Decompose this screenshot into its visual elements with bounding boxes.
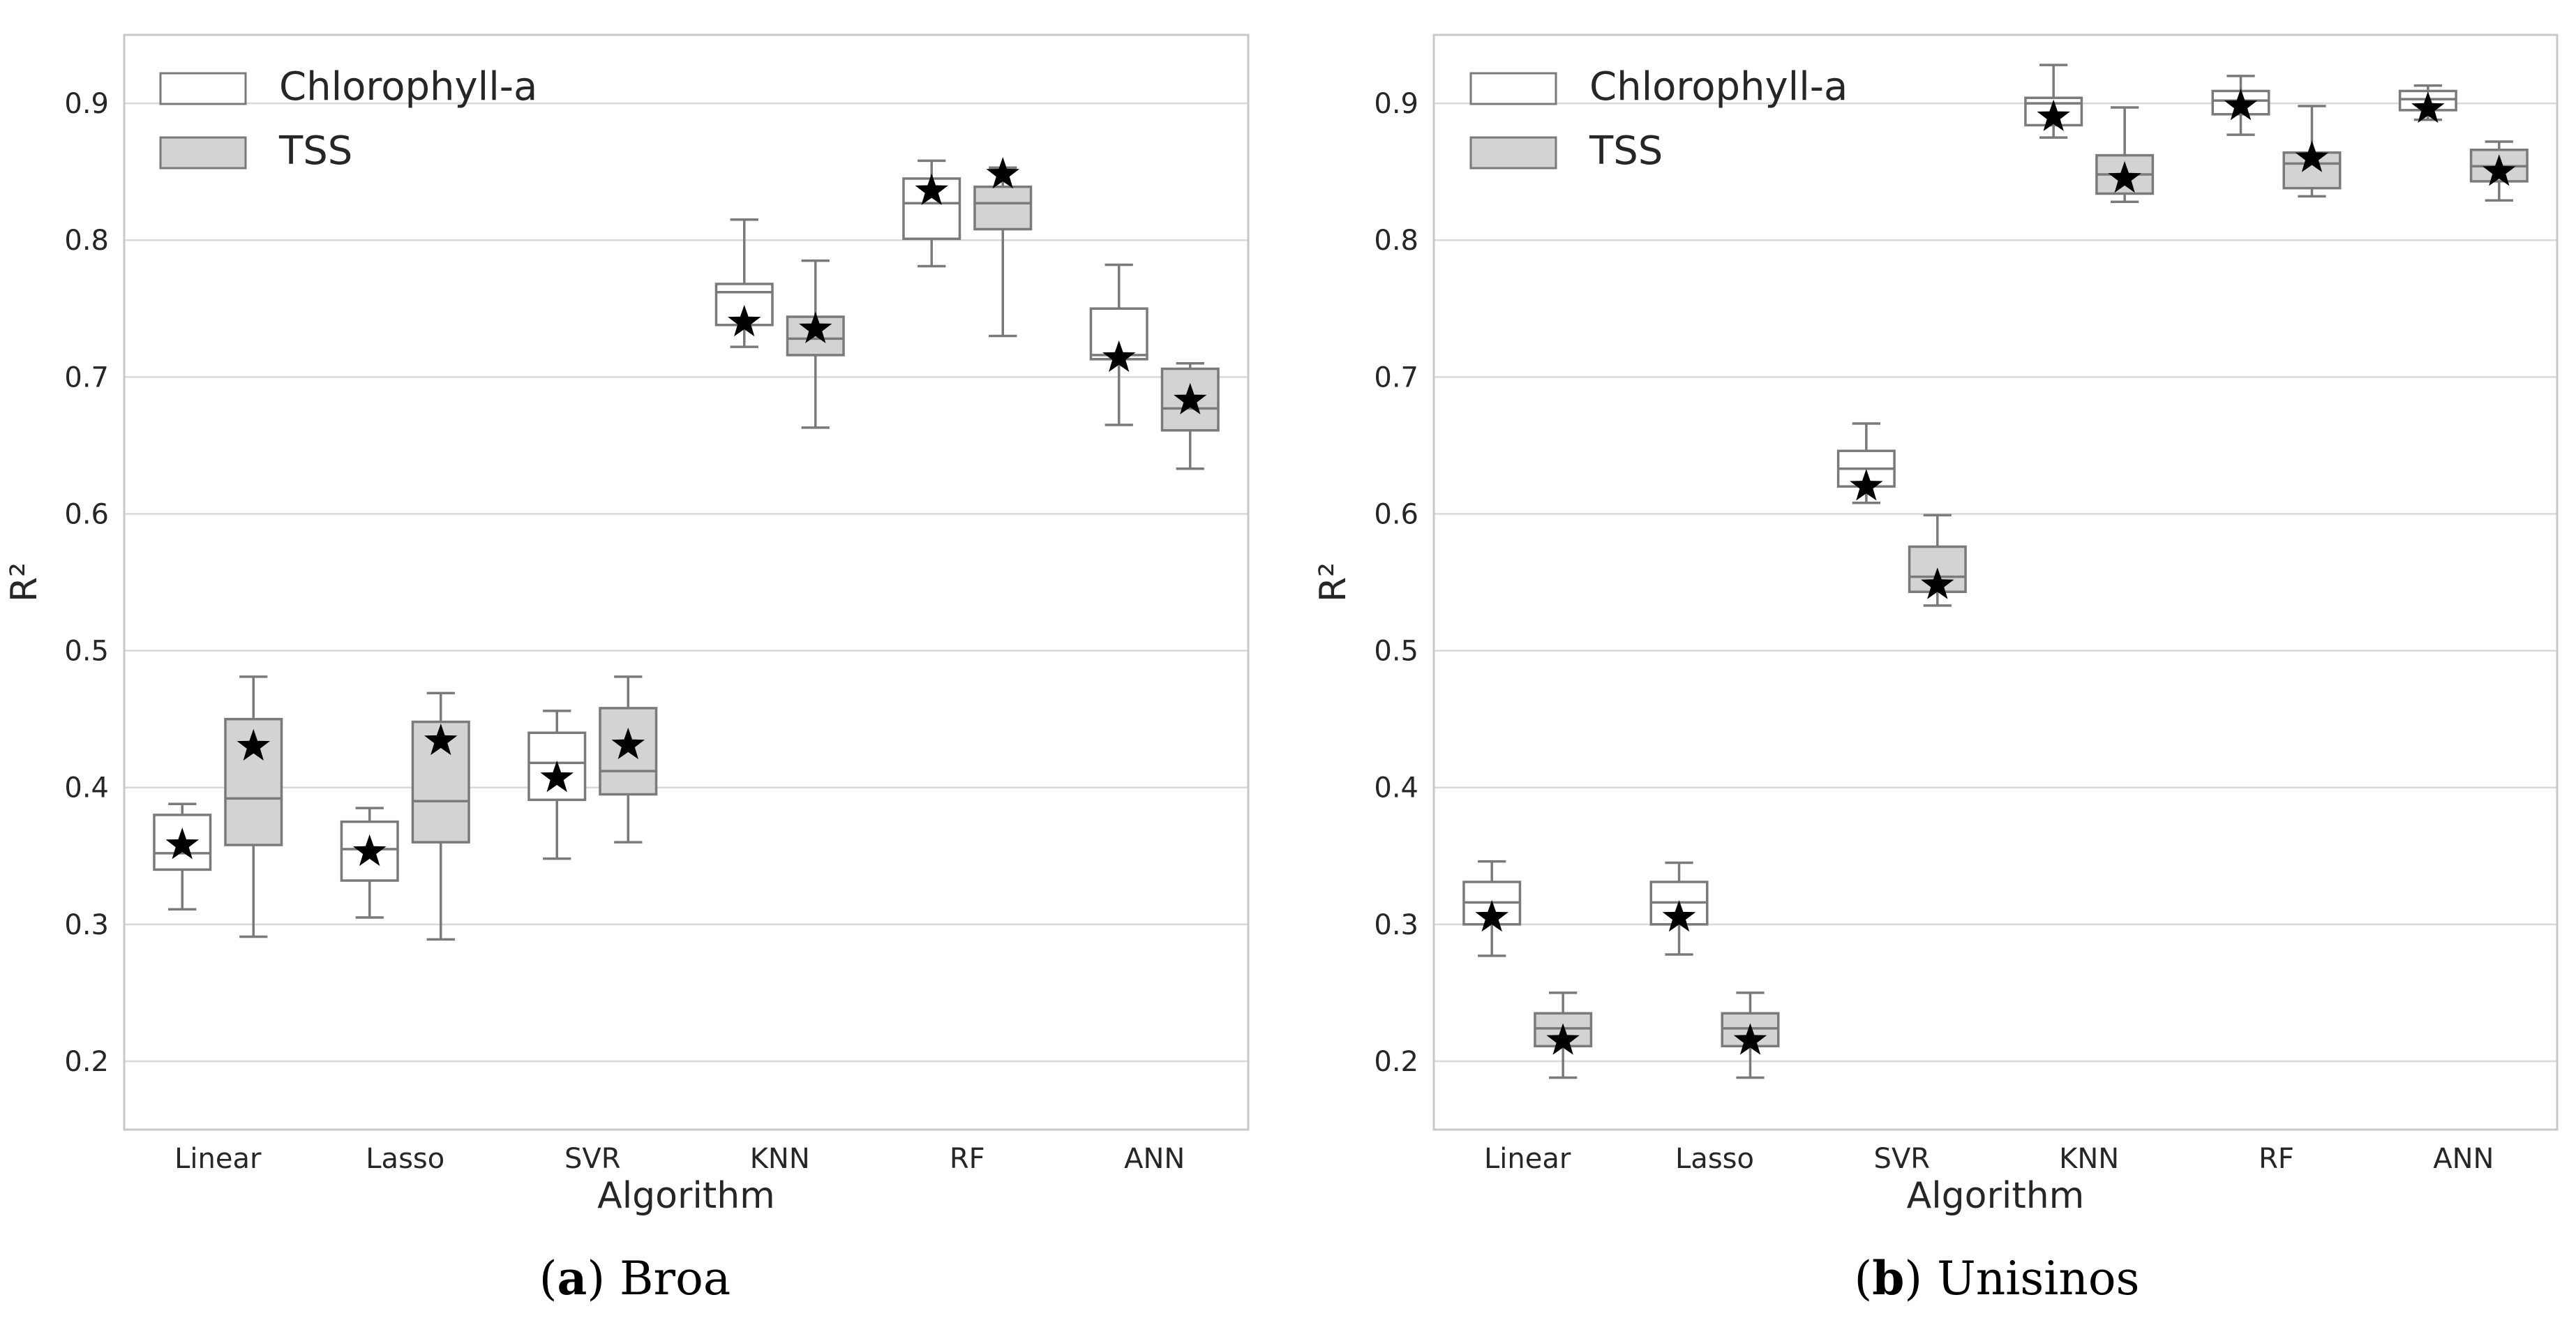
plot-frame [123,33,1250,1131]
mean-star-marker [986,157,1019,189]
x-tick-label: RF [2259,1143,2294,1175]
box-iqr [973,185,1033,231]
y-tick-label: 0.7 [1374,361,1418,394]
x-tick-label: Lasso [366,1143,444,1175]
box-chlorophyll-a-knn [2024,63,2083,139]
y-tick-label: 0.5 [1374,636,1418,668]
legend-label: TSS [1589,128,1663,174]
mean-star-marker [1174,382,1207,414]
x-axis-label: Algorithm [1907,1175,2085,1217]
panel-unisinos: 0.2 0.3 0.4 0.5 0.6 0.7 0.8 0.9 Linear Lasso SVR KN… [1312,33,2559,1305]
panel-caption: (b) Unisinos [1855,1251,2140,1305]
box-chlorophyll-a-rf [2211,75,2270,136]
y-tick-label: 0.2 [1374,1046,1418,1078]
y-tick-label: 0.6 [1374,498,1418,530]
x-tick-label: ANN [2433,1143,2494,1175]
mean-star-marker [237,728,270,761]
y-tick-label: 0.3 [1374,909,1418,941]
plot-frame [1432,33,2559,1131]
legend-label: Chlorophyll-a [1589,64,1848,110]
x-tick-label: Linear [174,1143,262,1175]
x-tick-label: SVR [564,1143,621,1175]
panel-broa: 0.2 0.3 0.4 0.5 0.6 0.7 0.8 0.9 Linear Lasso SVR KN… [3,33,1250,1305]
box-tss-rf [2282,105,2342,198]
y-tick-label: 0.9 [64,88,109,120]
box-chlorophyll-a-linear [1462,860,1522,957]
box-chlorophyll-a-lasso [340,807,399,919]
mean-star-marker [1546,1023,1580,1055]
panel-caption: (a) Broa [539,1251,731,1305]
legend-swatch [159,72,247,105]
mean-star-marker [540,761,574,793]
box-iqr [1089,307,1148,361]
y-tick-label: 0.6 [64,498,109,530]
legend-label: TSS [278,128,352,174]
box-tss-linear [224,675,283,938]
box-tss-ann [2469,140,2529,202]
mean-star-marker [2411,91,2445,123]
mean-star-marker [1733,1023,1767,1055]
box-tss-rf [973,157,1033,338]
x-axis-label: Algorithm [597,1175,775,1217]
mean-star-marker [728,304,761,337]
box-tss-svr [1908,514,1967,607]
mean-star-marker [353,834,387,867]
mean-star-marker [2483,154,2516,186]
box-chlorophyll-a-ann [1089,263,1148,426]
mean-star-marker [2108,160,2141,193]
box-tss-ann [1160,361,1220,470]
y-tick-label: 0.3 [64,909,109,941]
box-chlorophyll-a-svr [1836,422,1896,504]
y-axis-label: R² [3,562,45,602]
y-tick-label: 0.8 [1374,225,1418,257]
mean-star-marker [1850,469,1883,501]
box-chlorophyll-a-knn [714,218,774,348]
legend-swatch [1469,136,1557,170]
mean-star-marker [611,727,645,760]
y-tick-label: 0.9 [1374,88,1418,120]
box-tss-lasso [411,691,470,941]
box-tss-knn [786,259,845,429]
box-chlorophyll-a-lasso [1649,861,1709,956]
mean-star-marker [1102,340,1136,373]
legend-swatch [159,136,247,170]
box-tss-knn [2095,106,2155,204]
legend-label: Chlorophyll-a [279,64,537,110]
y-axis-label: R² [1312,562,1354,602]
legend-swatch [1469,72,1557,105]
y-tick-label: 0.5 [64,636,109,668]
x-tick-label: ANN [1124,1143,1185,1175]
mean-star-marker [165,828,199,860]
mean-star-marker [1662,900,1696,932]
x-tick-label: Lasso [1675,1143,1754,1175]
y-tick-label: 0.4 [64,772,109,804]
x-tick-label: RF [950,1143,985,1175]
mean-star-marker [424,724,458,756]
box-tss-linear [1534,991,1593,1079]
y-tick-label: 0.7 [64,361,109,394]
x-tick-label: SVR [1874,1143,1931,1175]
box-chlorophyll-a-ann [2398,84,2457,123]
mean-star-marker [2224,89,2258,121]
x-tick-label: KNN [750,1143,810,1175]
mean-star-marker [799,311,832,343]
mean-star-marker [2037,99,2070,131]
mean-star-marker [915,173,948,205]
mean-star-marker [1921,567,1954,599]
x-tick-label: Linear [1484,1143,1571,1175]
y-tick-label: 0.4 [1374,772,1418,804]
box-tss-svr [599,675,658,844]
box-tss-lasso [1721,991,1780,1079]
box-chlorophyll-a-svr [527,710,587,860]
mean-star-marker [2295,140,2329,172]
y-tick-label: 0.8 [64,225,109,257]
y-tick-label: 0.2 [64,1046,109,1078]
mean-star-marker [1475,900,1508,932]
box-chlorophyll-a-rf [902,159,961,268]
x-tick-label: KNN [2059,1143,2119,1175]
box-chlorophyll-a-linear [153,802,212,911]
